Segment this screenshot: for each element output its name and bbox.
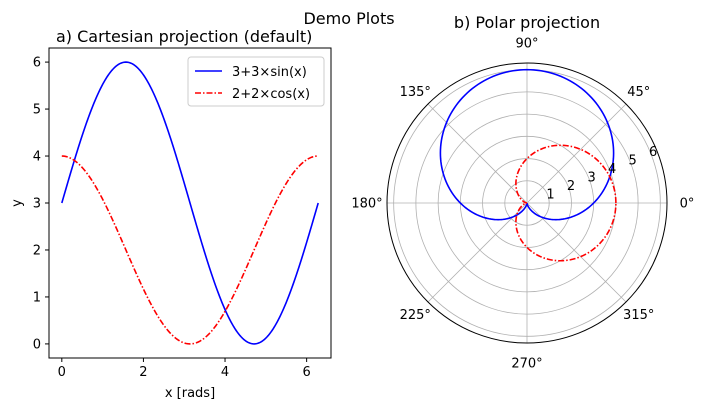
polar-r-label: 3 xyxy=(587,170,595,185)
polar-theta-label: 45° xyxy=(627,85,650,100)
y-tick-label: 3 xyxy=(33,197,41,212)
polar-r-label: 6 xyxy=(649,145,657,160)
polar-grid-spoke xyxy=(526,202,627,303)
legend-label-sin: 3+3×sin(x) xyxy=(232,65,307,80)
polar-r-label: 4 xyxy=(608,162,616,177)
cartesian-xlabel: x [rads] xyxy=(165,386,215,401)
cartesian-series xyxy=(61,61,319,345)
polar-series-line-sin xyxy=(439,68,615,221)
polar-series xyxy=(439,68,617,262)
polar-theta-label: 270° xyxy=(511,357,542,372)
polar-grid-spoke xyxy=(427,202,528,303)
cartesian-legend: 3+3×sin(x) 2+2×cos(x) xyxy=(187,56,325,107)
polar-r-label: 5 xyxy=(629,153,637,168)
x-tick-label: 4 xyxy=(221,365,229,380)
polar-theta-label: 0° xyxy=(680,197,695,212)
series-line-cos xyxy=(61,155,319,345)
polar-outline xyxy=(386,62,668,344)
cartesian-x-ticks: 0 2 4 6 xyxy=(58,358,311,380)
y-tick-label: 5 xyxy=(33,103,41,118)
cartesian-axes: a) Cartesian projection (default) 0 2 4 6 0… xyxy=(10,27,332,401)
polar-grid-spoke xyxy=(427,103,528,204)
y-tick-label: 1 xyxy=(33,290,41,305)
polar-axes: b) Polar projection 0° 45° 90° 135° 180° 225°… xyxy=(351,13,694,372)
polar-theta-label: 180° xyxy=(351,197,382,212)
legend-label-cos: 2+2×cos(x) xyxy=(232,87,310,102)
polar-theta-label: 90° xyxy=(515,37,538,52)
y-tick-label: 4 xyxy=(33,150,41,165)
polar-series-line-cos xyxy=(515,144,617,262)
y-tick-label: 2 xyxy=(33,243,41,258)
polar-r-label: 1 xyxy=(546,187,554,202)
x-tick-label: 6 xyxy=(302,365,310,380)
y-tick-label: 0 xyxy=(33,337,41,352)
y-tick-label: 6 xyxy=(33,56,41,71)
cartesian-title: a) Cartesian projection (default) xyxy=(56,27,312,46)
polar-theta-labels: 0° 45° 90° 135° 180° 225° 270° 315° xyxy=(351,37,694,372)
figure-suptitle: Demo Plots xyxy=(303,9,394,28)
cartesian-ylabel: y xyxy=(10,199,25,207)
polar-grid-spoke xyxy=(526,103,627,204)
series-line-sin xyxy=(61,61,319,345)
polar-r-label: 2 xyxy=(567,179,575,194)
polar-theta-label: 225° xyxy=(400,308,431,323)
x-tick-label: 2 xyxy=(139,365,147,380)
polar-title: b) Polar projection xyxy=(454,13,600,32)
polar-theta-label: 135° xyxy=(400,85,431,100)
cartesian-y-ticks: 0 1 2 3 4 5 6 xyxy=(33,56,49,352)
x-tick-label: 0 xyxy=(58,365,66,380)
polar-theta-label: 315° xyxy=(623,308,654,323)
